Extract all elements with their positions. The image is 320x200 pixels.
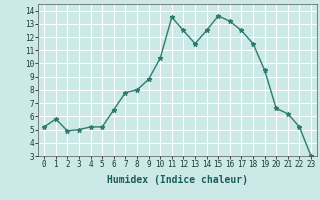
X-axis label: Humidex (Indice chaleur): Humidex (Indice chaleur) bbox=[107, 175, 248, 185]
